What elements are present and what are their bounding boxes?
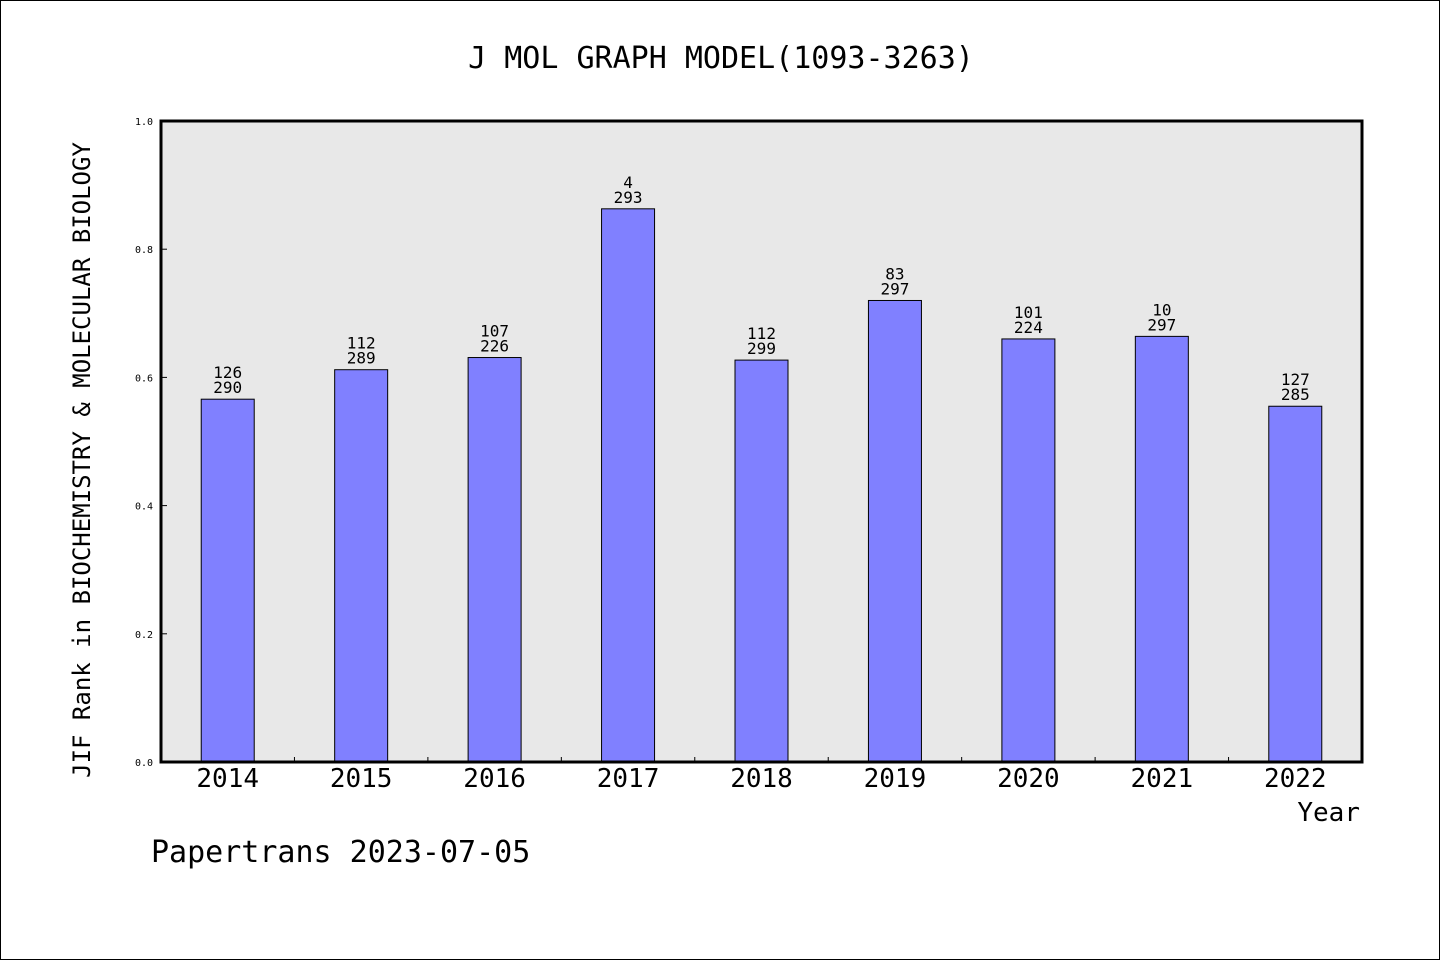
rank-label-2020: 101 xyxy=(1014,303,1043,322)
total-label-2016: 226 xyxy=(480,337,509,356)
plot-border xyxy=(159,119,1364,764)
rank-label-2021: 10 xyxy=(1152,300,1171,319)
axes-layer: 2014 2015 2016 2017 2018 2019 2020 2021 2022 0.0 0… xyxy=(135,117,1327,794)
rank-label-2014: 126 xyxy=(213,363,242,382)
rank-label-2022: 127 xyxy=(1281,370,1310,389)
rank-label-2016: 107 xyxy=(480,322,509,341)
x-tick-label-2018: 2018 xyxy=(730,764,793,794)
bar-2015 xyxy=(334,369,389,763)
chart-title: J MOL GRAPH MODEL(1093-3263) xyxy=(468,41,974,76)
y-tick-label: 0.8 xyxy=(135,245,153,256)
total-label-2018: 299 xyxy=(747,339,776,358)
bar-2014 xyxy=(200,398,255,763)
y-tick-label: 0.0 xyxy=(135,758,153,769)
total-label-2019: 297 xyxy=(880,279,909,298)
y-tick-label: 0.2 xyxy=(135,630,153,641)
total-label-2014: 290 xyxy=(213,378,242,397)
y-tick-label: 1.0 xyxy=(135,117,153,128)
x-tick-label-2017: 2017 xyxy=(597,764,660,794)
bars-layer: 1262901122891072264293112299832971012241… xyxy=(200,173,1323,763)
source-note: Papertrans 2023-07-05 xyxy=(151,835,531,870)
total-label-2021: 297 xyxy=(1147,315,1176,334)
total-label-2017: 293 xyxy=(614,188,643,207)
y-axis-label: JIF Rank in BIOCHEMISTRY & MOLECULAR BIO… xyxy=(68,142,96,778)
bar-2017 xyxy=(601,208,656,763)
x-tick-label-2015: 2015 xyxy=(330,764,393,794)
rank-label-2019: 83 xyxy=(885,264,904,283)
total-label-2015: 289 xyxy=(347,349,376,368)
x-axis-label: Year xyxy=(1297,798,1360,828)
bar-2022 xyxy=(1268,405,1323,763)
bar-2018 xyxy=(734,359,789,763)
x-tick-label-2021: 2021 xyxy=(1131,764,1194,794)
rank-label-2018: 112 xyxy=(747,324,776,343)
x-tick-label-2014: 2014 xyxy=(196,764,259,794)
x-tick-label-2020: 2020 xyxy=(997,764,1060,794)
x-tick-label-2016: 2016 xyxy=(463,764,526,794)
bar-2019 xyxy=(867,299,922,763)
rank-label-2017: 4 xyxy=(623,173,633,192)
total-label-2022: 285 xyxy=(1281,385,1310,404)
y-tick-label: 0.6 xyxy=(135,373,153,384)
bar-2016 xyxy=(467,357,522,763)
total-label-2020: 224 xyxy=(1014,318,1043,337)
y-tick-label: 0.4 xyxy=(135,502,153,513)
rank-label-2015: 112 xyxy=(347,334,376,353)
x-tick-label-2022: 2022 xyxy=(1264,764,1327,794)
x-tick-label-2019: 2019 xyxy=(864,764,927,794)
bar-2020 xyxy=(1001,338,1056,763)
bar-2021 xyxy=(1134,335,1189,763)
